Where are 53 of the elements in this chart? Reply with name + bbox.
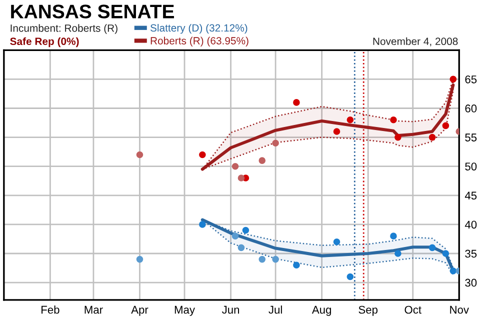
text: Safe Rep (0%) (10, 37, 79, 48)
x-tick-label: Sep (358, 306, 378, 316)
point (293, 99, 300, 106)
point (333, 128, 340, 135)
point (232, 232, 239, 240)
x-tick-label: Jul (268, 306, 282, 314)
point (199, 221, 206, 228)
y-tick-label: 55 (465, 134, 477, 142)
x-tick-label: Jun (222, 306, 240, 314)
legend-label: Slattery (D) (32.12%) (150, 24, 248, 34)
text: Incumbent: Roberts (R) (10, 24, 118, 34)
y-tick-label: 35 (465, 250, 477, 258)
point (450, 76, 457, 83)
x-tick-label: Oct (404, 306, 422, 314)
point (232, 162, 239, 170)
text: November 4, 2008 (373, 37, 458, 46)
legend-label: Roberts (R) (63.95%) (150, 36, 248, 47)
point (293, 262, 300, 269)
point (394, 250, 402, 257)
point (390, 232, 397, 240)
y-tick-label: 60 (465, 104, 477, 112)
y-tick-label: 65 (465, 75, 477, 84)
y-tick-label: 45 (464, 192, 477, 200)
point (428, 244, 436, 252)
point (333, 238, 340, 246)
point (136, 151, 144, 158)
point (238, 174, 245, 182)
x-tick-label: Mar (84, 306, 103, 314)
point (238, 244, 245, 252)
point (346, 116, 354, 124)
y-tick-label: 50 (465, 162, 477, 170)
x-tick-label: May (174, 306, 195, 316)
point (394, 134, 402, 141)
point (258, 256, 266, 263)
chart-title: KANSAS SENATE (11, 4, 174, 18)
x-tick-label: Apr (131, 306, 148, 316)
x-tick-label: Nov (450, 306, 469, 314)
point (346, 273, 354, 280)
point (428, 134, 436, 141)
x-tick-label: Aug (312, 306, 331, 316)
point (199, 151, 206, 158)
point (242, 226, 250, 234)
y-tick-label: 40 (464, 220, 477, 229)
point (442, 122, 450, 130)
point (258, 157, 266, 164)
point (272, 256, 279, 263)
point (136, 256, 144, 263)
point (450, 268, 457, 274)
point (442, 250, 450, 257)
y-tick-label: 30 (465, 278, 477, 287)
point (390, 116, 397, 124)
x-tick-label: Feb (42, 306, 60, 314)
point (272, 140, 279, 147)
